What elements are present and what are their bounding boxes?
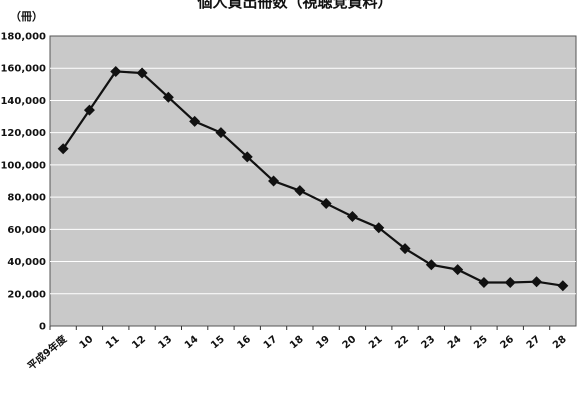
data-point [373,222,385,234]
x-tick-label: 19 [314,334,332,351]
y-tick-label: 160,000 [0,64,46,75]
y-tick-label: 60,000 [7,225,46,236]
y-tick-label: 100,000 [0,160,46,171]
data-point [215,127,227,139]
x-tick-label: 17 [262,334,280,351]
data-point [399,243,411,255]
data-point [294,185,306,197]
data-point [452,264,464,276]
x-tick-label: 21 [367,334,385,351]
x-tick-label: 20 [341,334,359,351]
x-tick-label: 14 [183,334,201,351]
data-point [425,259,437,271]
x-tick-label: 13 [157,334,175,351]
chart-title: 個人貸出冊数（視聴覚資料） [196,0,392,11]
data-point [320,198,332,210]
x-tick-label: 24 [446,334,464,351]
y-tick-label: 180,000 [0,32,46,43]
data-markers [57,65,569,292]
y-tick-label: 80,000 [7,193,46,204]
y-tick-label: 120,000 [0,128,46,139]
data-point [162,91,174,103]
data-point [241,151,253,163]
y-axis-ticks: 0 20,000 40,000 60,000 80,000 100,000 120,000 1… [0,32,46,333]
x-tick-label: 12 [130,334,148,351]
y-tick-label: 140,000 [0,96,46,107]
x-tick-label: 26 [498,334,516,351]
x-tick-label: 15 [209,334,227,351]
unit-label: （冊） [10,10,43,23]
data-point [478,277,490,288]
series-line [62,70,564,287]
data-point [531,276,543,288]
x-tick-label: 22 [393,334,411,351]
plot-area [49,35,577,327]
x-tick-label: 11 [104,334,122,351]
x-tick-label: 10 [78,334,96,351]
data-point [83,104,95,116]
y-tick-label: 0 [39,322,46,333]
x-tick-label: 23 [420,334,438,351]
data-point [189,115,201,127]
data-point [57,143,69,155]
x-tick-label: 18 [288,334,306,351]
x-tick-label: 16 [235,334,253,351]
y-tick-label: 40,000 [7,257,46,268]
x-tick-label: 27 [525,334,543,351]
data-point [268,175,280,187]
data-point [136,67,148,79]
grid-lines [50,67,576,295]
y-tick-label: 20,000 [7,289,46,300]
data-point [504,277,516,288]
data-point [110,65,122,77]
x-tick-label: 平成9年度 [25,332,70,373]
data-point [346,210,358,222]
data-point [557,280,569,292]
x-tick-label: 25 [472,334,490,351]
x-tick-label: 28 [551,334,569,351]
x-axis-ticks: 平成9年度 10 11 12 13 14 15 16 17 18 19 20 21 22 23 24 25 26 2… [25,326,569,372]
